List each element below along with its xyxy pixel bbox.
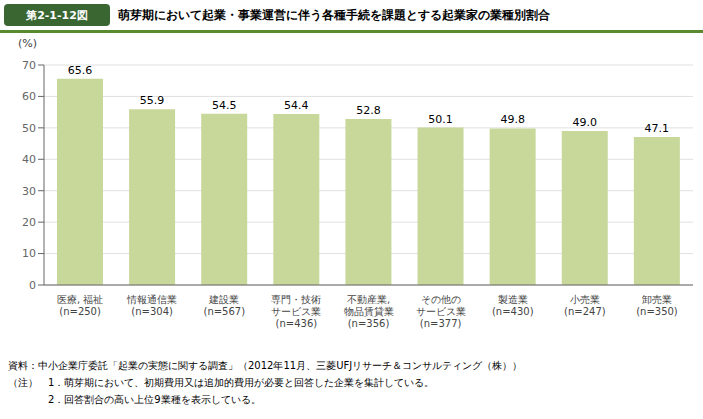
svg-text:小売業(n=247): 小売業(n=247) xyxy=(564,294,606,317)
svg-text:専門・技術サービス業(n=436): 専門・技術サービス業(n=436) xyxy=(271,294,321,329)
html-text:2．回答割合の高い上位9業種を表示している。: 2．回答割合の高い上位9業種を表示している。 xyxy=(8,394,261,405)
svg-text:70: 70 xyxy=(22,59,36,72)
svg-text:60: 60 xyxy=(22,90,36,103)
svg-text:情報通信業(n=304): 情報通信業(n=304) xyxy=(126,294,177,317)
svg-text:30: 30 xyxy=(22,185,36,198)
html-text:萌芽期において起業・事業運営に伴う各種手続を課題とする起業家: 萌芽期において起業・事業運営に伴う各種手続を課題とする起業家の業種別割合 xyxy=(118,7,550,22)
html-text:第2-1-12図: 第2-1-12図 xyxy=(26,8,88,22)
svg-text:50: 50 xyxy=(22,122,36,135)
svg-text:その他のサービス業(n=377): その他のサービス業(n=377) xyxy=(416,294,466,329)
svg-text:49.8: 49.8 xyxy=(500,113,525,126)
svg-text:不動産業,物品賃貸業(n=356): 不動産業,物品賃貸業(n=356) xyxy=(344,294,394,329)
svg-text:54.4: 54.4 xyxy=(284,99,309,112)
svg-text:医療, 福祉(n=250): 医療, 福祉(n=250) xyxy=(57,294,103,317)
svg-text:47.1: 47.1 xyxy=(645,122,670,135)
svg-text:49.0: 49.0 xyxy=(573,116,598,129)
svg-text:10: 10 xyxy=(22,247,36,260)
svg-text:製造業(n=430): 製造業(n=430) xyxy=(492,294,534,317)
svg-text:建設業(n=567): 建設業(n=567) xyxy=(203,294,245,317)
html-text:（注） 1．萌芽期において、初期費用又は追加的費用が必要と回: （注） 1．萌芽期において、初期費用又は追加的費用が必要と回答した企業を集計して… xyxy=(8,377,435,388)
svg-text:卸売業(n=350): 卸売業(n=350) xyxy=(636,294,678,317)
svg-text:40: 40 xyxy=(22,153,36,166)
svg-text:50.1: 50.1 xyxy=(428,113,453,126)
svg-text:65.6: 65.6 xyxy=(68,64,93,77)
html-text:資料：中小企業庁委託「起業の実態に関する調査」（2012年1: 資料：中小企業庁委託「起業の実態に関する調査」（2012年11月、三菱UFJリサ… xyxy=(8,360,523,371)
svg-text:52.8: 52.8 xyxy=(356,104,381,117)
svg-text:55.9: 55.9 xyxy=(140,94,165,107)
svg-text:0: 0 xyxy=(29,279,36,292)
svg-text:20: 20 xyxy=(22,216,36,229)
svg-text:54.5: 54.5 xyxy=(212,99,237,112)
